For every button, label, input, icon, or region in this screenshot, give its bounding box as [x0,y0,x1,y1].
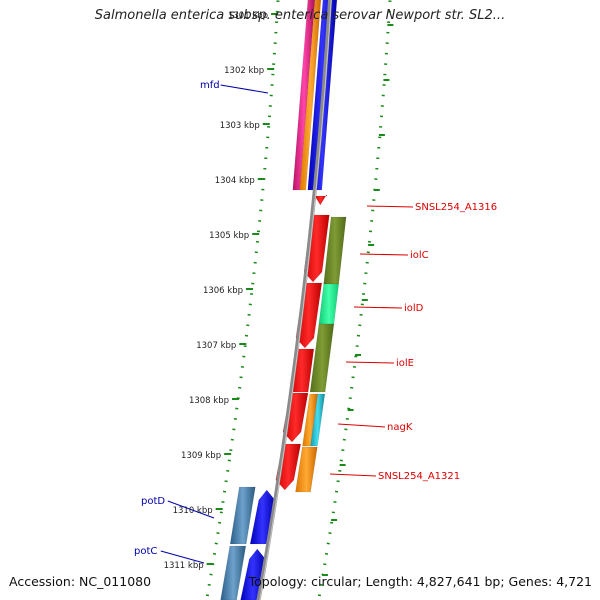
accession-text: Accession: NC_011080 [9,574,152,589]
gene-name: iolE [396,358,414,369]
kbp-label: 1309 kbp [181,451,221,461]
gene-name: SNSL254_A1321 [378,471,460,482]
gene-leader-line [167,500,215,519]
kbp-label: 1310 kbp [173,506,213,516]
genome-backbone [256,0,333,600]
gene-leader-line [353,306,403,309]
gene-leader-line [345,361,395,364]
feature-iole [309,323,335,393]
feature-track [210,0,375,600]
feature-snsl254-a1321 [295,446,318,493]
gene-leader-line [337,423,386,428]
backbone-highlight [259,0,332,600]
gene-leader-line [366,205,414,208]
gene-name: potC [134,546,157,557]
gene-name: potD [141,496,165,507]
outer-tick-ring [317,0,394,600]
gene-name: SNSL254_A1316 [415,202,497,213]
gene-label-potd: potD [141,496,215,519]
backbone-line [256,0,333,600]
gene-label-iole: iolE [345,358,414,369]
kbp-label: 1311 kbp [164,561,204,571]
gene-leader-line [220,84,269,94]
gene-leader-line [359,253,409,256]
gene-label-potc: potC [134,546,205,564]
gene-name: iolC [410,250,429,261]
gene-label-iolc: iolC [359,250,429,261]
gene-name: iolD [404,303,424,314]
gene-label-mfd: mfd [200,80,269,94]
feature-potc-steel [220,545,247,600]
gene-leader-line [329,473,377,477]
gene-label-snsl254-a1321: SNSL254_A1321 [329,471,460,482]
kbp-label: 1302 kbp [224,66,264,76]
gene-labels: mfd SNSL254_A1316 iolC iolD iolE nagK SNSL254_… [134,80,497,564]
kbp-scale: 1301 kbp 1302 kbp 1303 kbp 1304 kbp 1305 kbp… [164,11,279,571]
kbp-label: 1301 kbp [228,11,268,21]
feature-potd-steel [229,486,256,545]
gene-name: mfd [200,80,220,91]
feature-nagk [310,393,326,447]
kbp-label: 1306 kbp [203,286,243,296]
gene-label-snsl254-a1316: SNSL254_A1316 [366,202,497,213]
gene-label-iold: iolD [353,303,424,314]
gene-label-nagk: nagK [337,422,413,433]
kbp-label: 1307 kbp [196,341,236,351]
feature-orange-top [299,0,322,191]
kbp-label: 1308 kbp [189,396,229,406]
kbp-label: 1304 kbp [215,176,255,186]
gene-leader-line [160,550,205,564]
genome-title: Salmonella enterica subsp. enterica sero… [94,8,506,23]
topology-text: Topology: circular; Length: 4,827,641 bp… [248,574,592,589]
gene-name: nagK [387,422,413,433]
kbp-label: 1305 kbp [209,231,249,241]
kbp-label: 1303 kbp [220,121,260,131]
